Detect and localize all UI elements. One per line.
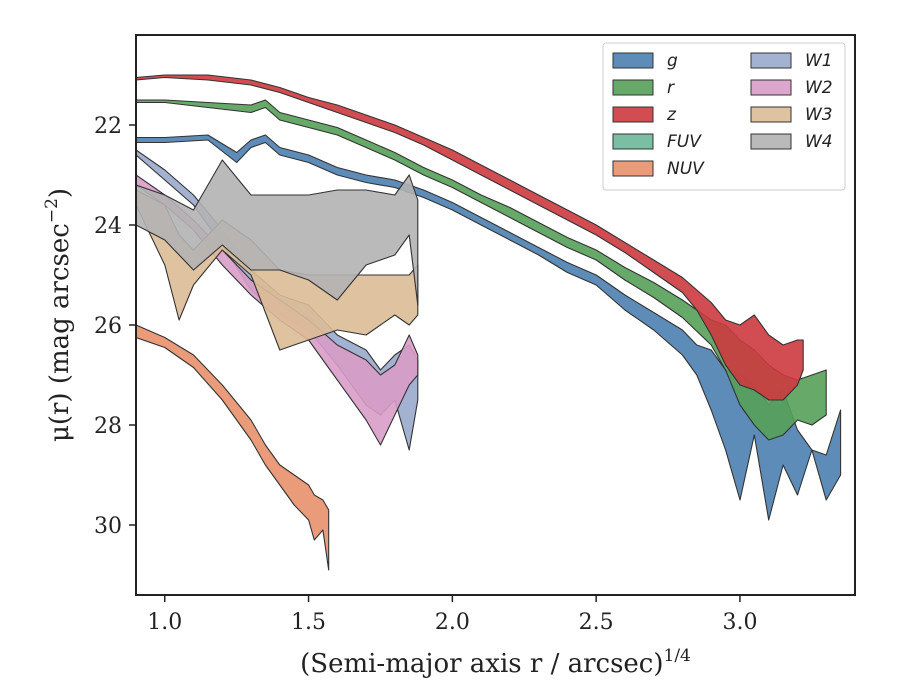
legend-item-w1: W1 (750, 51, 833, 71)
series-band-z (136, 74, 804, 401)
legend: grz FUV NUV W1 W2 W3 W4 (602, 42, 846, 191)
series-band-r (136, 99, 827, 441)
legend-item-w4: W4 (750, 132, 833, 152)
y-ticks: 22 24 26 28 30 (94, 114, 136, 539)
legend-swatch (750, 133, 792, 150)
series-layer (136, 74, 842, 571)
legend-label: FUV (667, 132, 702, 152)
x-axis-label: (Semi-major axis r / arcsec)1/4 (300, 646, 691, 679)
legend-label: W2 (805, 78, 833, 98)
legend-swatch (612, 160, 654, 177)
series-band-g (136, 134, 842, 521)
legend-label: r (667, 78, 675, 98)
y-tick-label: 30 (94, 514, 122, 539)
y-tick-label: 24 (94, 214, 122, 239)
legend-swatch (612, 52, 654, 69)
series-band-w4 (136, 159, 419, 306)
legend-item-nuv: NUV (612, 159, 705, 179)
legend-swatch (612, 133, 654, 150)
legend-label: NUV (667, 159, 705, 179)
legend-label: W1 (805, 51, 833, 71)
legend-swatch (612, 79, 654, 96)
legend-item-g: g (612, 51, 678, 71)
x-tick-label: 2.0 (435, 610, 470, 635)
y-tick-label: 26 (94, 314, 122, 339)
y-axis-label: μ(r) (mag arcsec−2) (42, 188, 75, 442)
x-tick-label: 1.0 (147, 610, 182, 635)
legend-label: W4 (805, 132, 833, 152)
x-ticks: 1.0 1.5 2.0 2.5 3.0 (147, 595, 757, 635)
series-band-nuv (136, 324, 330, 571)
legend-swatch (750, 52, 792, 69)
legend-item-z: z (612, 105, 677, 125)
legend-item-w3: W3 (750, 105, 833, 125)
plot-frame (135, 34, 856, 596)
legend-swatch (750, 106, 792, 123)
legend-swatch (612, 106, 654, 123)
y-tick-label: 28 (94, 414, 122, 439)
legend-label: W3 (805, 105, 833, 125)
legend-label: z (666, 105, 677, 125)
legend-swatch (750, 79, 792, 96)
x-tick-label: 3.0 (722, 610, 757, 635)
legend-label: g (667, 51, 678, 71)
x-tick-label: 2.5 (579, 610, 614, 635)
x-tick-label: 1.5 (291, 610, 326, 635)
legend-item-fuv: FUV (612, 132, 702, 152)
legend-item-w2: W2 (750, 78, 833, 98)
y-tick-label: 22 (94, 114, 122, 139)
legend-item-r: r (612, 78, 675, 98)
